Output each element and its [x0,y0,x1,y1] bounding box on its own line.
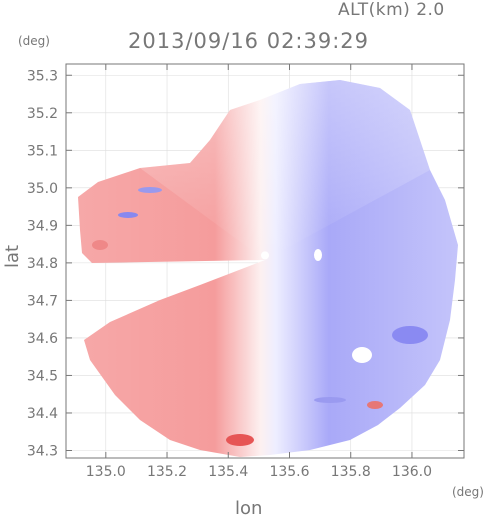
x-tick-label: 135.4 [208,464,248,480]
echo-patch [92,240,108,250]
y-tick-label: 34.5 [27,368,58,384]
y-tick-label: 35.1 [27,143,58,159]
y-tick-label: 34.6 [27,331,58,347]
x-tick-label: 135.6 [269,464,309,480]
echo-patch [392,326,428,344]
y-tick-label: 35.3 [27,68,58,84]
altitude-label: ALT(km) 2.0 [338,0,445,20]
x-tick-label: 135.8 [331,464,371,480]
y-tick-label: 34.9 [27,218,58,234]
y-tick-label: 35.0 [27,181,58,197]
plot-frame [65,63,465,459]
chart-title: 2013/09/16 02:39:29 [128,29,370,53]
data-gap [352,347,372,363]
x-unit-label: (deg) [452,485,484,499]
echo-patch [367,401,383,409]
y-tick-label: 35.2 [27,106,58,122]
echo-patch [138,187,162,193]
y-axis-ticks: 34.3 34.4 34.5 34.6 34.7 34.8 34.9 35.0 35.1 35.2… [27,68,464,459]
x-axis-label: lon [235,498,263,519]
x-tick-label: 135.2 [147,464,187,480]
y-unit-label: (deg) [18,34,50,48]
x-axis-ticks: 135.0 135.2 135.4 135.6 135.8 136.0 [86,64,432,480]
echo-patch [226,434,254,446]
x-tick-label: 135.0 [86,464,126,480]
echo-patch [118,212,138,218]
data-gap [426,377,454,393]
velocity-field [78,80,458,457]
echo-patch [314,397,346,403]
y-tick-label: 34.8 [27,256,58,272]
data-gap [314,249,322,261]
y-tick-label: 34.7 [27,293,58,309]
y-tick-label: 34.3 [27,443,58,459]
radar-site-marker [261,251,269,260]
north-shading [140,80,430,260]
y-tick-label: 34.4 [27,406,58,422]
x-tick-label: 136.0 [392,464,432,480]
